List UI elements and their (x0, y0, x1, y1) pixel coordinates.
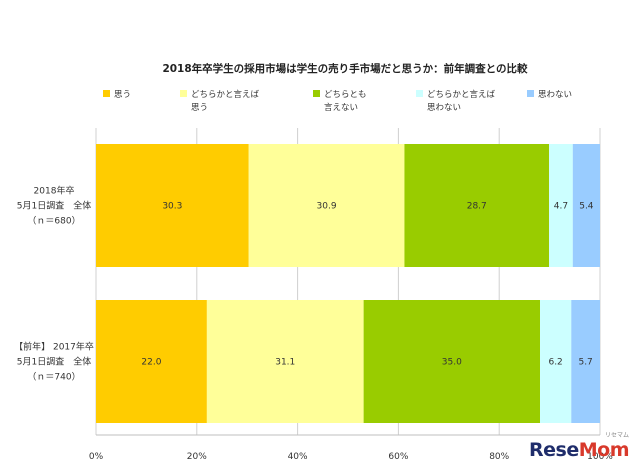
watermark-small: リセマム (604, 432, 629, 439)
x-tick-label: 20% (187, 452, 207, 462)
bar-segment (549, 144, 573, 267)
bar-segment (540, 300, 572, 423)
bar-segment (571, 300, 600, 423)
data-label: 31.1 (275, 358, 295, 368)
data-label: 4.7 (554, 202, 568, 212)
x-tick-label: 40% (288, 452, 308, 462)
category-labels: 2018年卒 5月1日調査 全体 （ｎ＝680） 【前年】 2017年卒 5月1日調査 … (14, 185, 94, 383)
bar-segment (206, 300, 364, 423)
legend-swatch (103, 90, 110, 97)
data-label: 30.9 (317, 202, 337, 212)
x-tick-label: 0% (89, 452, 104, 462)
bar-segment (363, 300, 541, 423)
legend-label: 思う (114, 90, 131, 100)
data-label: 5.7 (578, 358, 592, 368)
data-label: 6.2 (548, 358, 562, 368)
data-label: 5.4 (579, 202, 594, 212)
x-tick-labels: 0% 20% 40% 60% 80% 100% (89, 452, 613, 462)
legend-label: 思わない (538, 90, 572, 100)
legend-label: どちらかと言えば (191, 89, 260, 100)
bar-segment (572, 144, 600, 267)
legend-label: 言えない (324, 102, 358, 113)
data-label: 28.7 (467, 202, 487, 212)
category-label: 2018年卒 (34, 185, 75, 197)
category-label: 【前年】 2017年卒 (14, 341, 94, 353)
legend-swatch (180, 90, 187, 97)
data-label: 35.0 (442, 358, 462, 368)
watermark-part2: Mom (578, 439, 630, 461)
chart-title: 2018年卒学生の採用市場は学生の売り手市場だと思うか：前年調査との比較 (162, 62, 528, 75)
legend-label: 思わない (427, 103, 461, 113)
data-label: 30.3 (162, 202, 182, 212)
x-tick-label: 100% (587, 452, 613, 462)
bar-segment (404, 144, 550, 267)
legend-swatch (313, 90, 320, 97)
bar-segment (248, 144, 405, 267)
bar-segment (96, 144, 249, 267)
bar-group: 30.3 30.9 28.7 4.7 5.4 22.0 31.1 35.0 6.2 5.7 (96, 144, 600, 423)
legend-swatch (416, 90, 423, 97)
legend-label: どちらとも (324, 90, 367, 100)
resemom-watermark: リセマム ReseMom (529, 432, 630, 461)
legend-swatch (527, 90, 534, 97)
data-label: 22.0 (141, 358, 161, 368)
category-label: 5月1日調査 全体 (17, 356, 91, 368)
category-label: （ｎ＝680） (27, 216, 80, 227)
x-tick-label: 60% (388, 452, 408, 462)
watermark-part1: Rese (529, 439, 579, 461)
category-label: 5月1日調査 全体 (17, 200, 91, 212)
x-tick-label: 80% (489, 452, 509, 462)
bar-segment (96, 300, 207, 423)
category-label: （ｎ＝740） (27, 372, 80, 383)
legend-label: どちらかと言えば (427, 89, 496, 100)
legend-label: 思う (191, 103, 208, 113)
